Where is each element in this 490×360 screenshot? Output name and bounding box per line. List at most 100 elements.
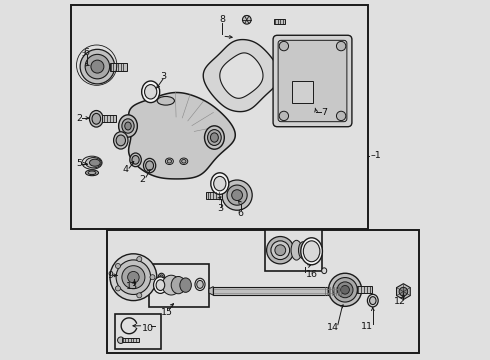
Bar <box>102 115 116 122</box>
Circle shape <box>267 237 294 264</box>
Text: 10: 10 <box>142 324 154 333</box>
Circle shape <box>399 287 408 296</box>
Ellipse shape <box>195 278 205 291</box>
Polygon shape <box>341 287 346 295</box>
Text: 15: 15 <box>161 307 172 317</box>
Circle shape <box>232 190 243 201</box>
Circle shape <box>328 273 362 306</box>
Ellipse shape <box>182 159 186 163</box>
Text: 9: 9 <box>108 271 114 280</box>
Circle shape <box>337 41 346 51</box>
Bar <box>213 287 342 295</box>
Polygon shape <box>220 53 263 98</box>
Text: 3: 3 <box>160 72 166 81</box>
Ellipse shape <box>92 113 100 124</box>
Ellipse shape <box>90 159 100 166</box>
Text: 6: 6 <box>84 48 90 57</box>
Polygon shape <box>203 40 280 112</box>
Circle shape <box>85 54 110 79</box>
Circle shape <box>137 257 142 262</box>
Circle shape <box>227 185 247 205</box>
Circle shape <box>122 266 145 289</box>
Circle shape <box>222 180 252 210</box>
Ellipse shape <box>116 135 125 146</box>
Bar <box>122 338 139 342</box>
Ellipse shape <box>145 85 157 99</box>
Circle shape <box>333 278 357 302</box>
Ellipse shape <box>321 268 327 274</box>
Circle shape <box>271 241 290 260</box>
Ellipse shape <box>86 170 98 176</box>
Text: 2: 2 <box>139 175 146 184</box>
Ellipse shape <box>291 240 302 260</box>
Ellipse shape <box>180 278 192 292</box>
Text: 7: 7 <box>321 108 327 117</box>
Circle shape <box>116 286 121 291</box>
Ellipse shape <box>88 171 96 175</box>
Ellipse shape <box>214 176 226 191</box>
Ellipse shape <box>208 130 221 145</box>
Ellipse shape <box>132 156 139 164</box>
Ellipse shape <box>156 280 165 291</box>
Ellipse shape <box>210 133 219 142</box>
Text: 5: 5 <box>76 159 82 168</box>
Bar <box>265 230 322 271</box>
Ellipse shape <box>166 158 173 165</box>
Circle shape <box>91 60 104 73</box>
Circle shape <box>275 245 286 256</box>
Ellipse shape <box>298 242 307 258</box>
Circle shape <box>243 15 251 24</box>
Text: 13: 13 <box>126 282 138 291</box>
Ellipse shape <box>306 243 313 257</box>
Ellipse shape <box>144 158 156 173</box>
Ellipse shape <box>114 132 128 149</box>
Circle shape <box>150 275 155 280</box>
Bar <box>274 19 285 24</box>
Circle shape <box>116 264 121 269</box>
Ellipse shape <box>130 153 141 167</box>
Circle shape <box>279 111 289 121</box>
Bar <box>206 192 222 199</box>
Text: –1: –1 <box>370 152 381 161</box>
Ellipse shape <box>369 297 376 305</box>
Ellipse shape <box>125 122 131 130</box>
Ellipse shape <box>142 81 160 103</box>
Circle shape <box>127 271 139 283</box>
Bar <box>292 81 314 103</box>
Polygon shape <box>396 284 410 300</box>
Ellipse shape <box>158 273 165 281</box>
Text: 11: 11 <box>362 323 373 331</box>
Ellipse shape <box>122 119 134 133</box>
Ellipse shape <box>211 173 229 194</box>
Circle shape <box>118 337 124 343</box>
Ellipse shape <box>146 161 153 170</box>
Circle shape <box>80 49 115 84</box>
Circle shape <box>110 254 157 301</box>
Circle shape <box>341 285 349 294</box>
Text: 3: 3 <box>218 204 223 213</box>
Text: 14: 14 <box>327 323 339 332</box>
Bar <box>72 5 368 229</box>
Bar <box>115 314 161 349</box>
Ellipse shape <box>82 156 102 169</box>
Bar <box>148 264 209 307</box>
Text: 16: 16 <box>306 270 318 279</box>
Bar <box>110 63 127 71</box>
Ellipse shape <box>90 111 103 127</box>
Ellipse shape <box>157 96 174 105</box>
Text: 2: 2 <box>76 113 82 122</box>
Ellipse shape <box>160 275 163 280</box>
Ellipse shape <box>180 158 188 165</box>
Text: 8: 8 <box>220 15 225 24</box>
Ellipse shape <box>86 158 101 168</box>
Bar <box>357 286 372 293</box>
Circle shape <box>337 111 346 121</box>
Ellipse shape <box>171 276 186 294</box>
Circle shape <box>337 282 353 298</box>
FancyBboxPatch shape <box>273 35 352 127</box>
Text: 6: 6 <box>238 209 244 217</box>
Ellipse shape <box>197 280 203 288</box>
Ellipse shape <box>119 115 137 137</box>
Bar <box>107 230 419 353</box>
Text: ɔ: ɔ <box>82 51 86 57</box>
